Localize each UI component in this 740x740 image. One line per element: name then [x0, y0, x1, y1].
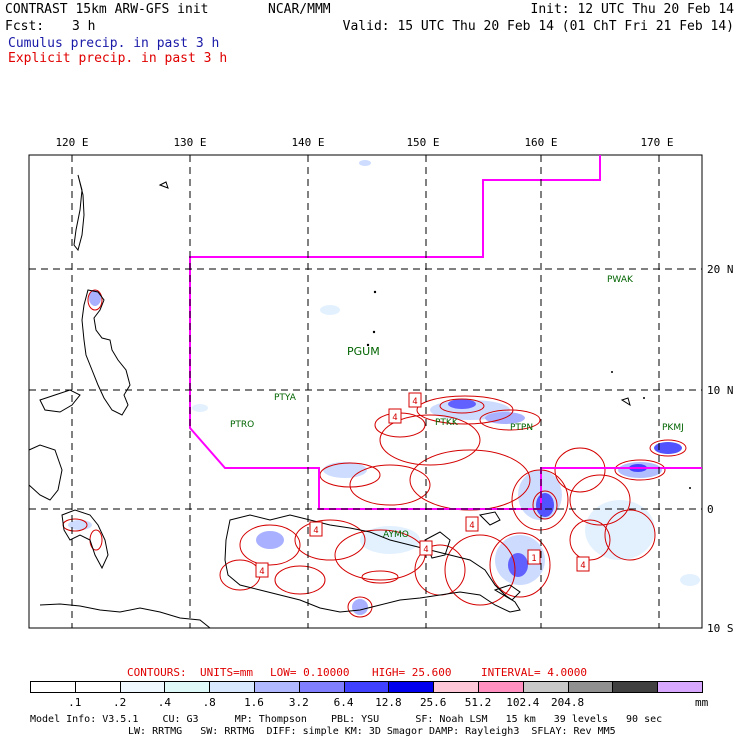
lon-label-150: 150 E: [406, 136, 439, 149]
contour-label: 4: [580, 561, 585, 571]
lon-label-160: 160 E: [524, 136, 557, 149]
station-pkmj: PKMJ: [662, 423, 684, 433]
colorbar-cell: [612, 681, 659, 693]
grid-lines: [29, 155, 702, 628]
lon-label-170: 170 E: [640, 136, 673, 149]
colorbar-tick-label: 102.4: [506, 696, 540, 709]
island-dots: [366, 290, 691, 489]
precip-shading: [68, 160, 700, 615]
colorbar-cell: [522, 681, 569, 693]
contour-label: 4: [412, 397, 417, 407]
colorbar-tick-label: 25.6: [419, 696, 447, 709]
colorbar-cell: [343, 681, 390, 693]
contours-low: LOW= 0.10000: [270, 666, 350, 679]
colorbar-tick-label: .1: [68, 696, 82, 709]
colorbar-tick-label: 12.8: [375, 696, 402, 709]
contour-label: 1: [531, 554, 536, 564]
station-ptro: PTRO: [230, 420, 254, 430]
map-title: CONTRAST 15km ARW-GFS init: [5, 2, 209, 17]
lon-label-120: 120 E: [55, 136, 88, 149]
legend-explicit: Explicit precip. in past 3 h: [8, 51, 228, 66]
colorbar-unit: mm: [695, 696, 709, 709]
contour-label: 4: [392, 413, 397, 423]
model-info-line2: LW: RRTMG SW: RRTMG DIFF: simple KM: 3D …: [128, 726, 616, 737]
colorbar-tick-label: 3.2: [288, 696, 309, 709]
contours-label: CONTOURS:: [127, 666, 187, 679]
colorbar-cell: [657, 681, 703, 693]
domain-boundary: [189, 155, 702, 510]
colorbar-cell: [209, 681, 255, 693]
colorbar-tick-label: .8: [202, 696, 216, 709]
colorbar-tick-label: .2: [112, 696, 127, 709]
colorbar-cell: [30, 681, 76, 693]
colorbar-cell: [478, 681, 524, 693]
contours-interval: INTERVAL= 4.0000: [481, 666, 587, 679]
map-frame: [28, 154, 703, 629]
contour-label: 4: [423, 545, 428, 555]
contour-label-boxes: [255, 392, 590, 578]
lon-label-130: 130 E: [173, 136, 206, 149]
colorbar-cell: [119, 681, 166, 693]
station-aymo: AYMO: [383, 530, 409, 540]
colorbar-tick-label: 6.4: [333, 696, 354, 709]
station-pwak: PWAK: [607, 275, 634, 285]
station-ptpn: PTPN: [510, 423, 533, 433]
lon-label-140: 140 E: [291, 136, 324, 149]
lat-label-10n: 10 N: [707, 384, 734, 397]
station-ptkk: PTKK: [435, 418, 459, 428]
contour-label: 4: [259, 567, 264, 577]
legend-cumulus: Cumulus precip. in past 3 h: [8, 36, 220, 51]
contour-label: 4: [313, 526, 318, 536]
organization: NCAR/MMM: [268, 2, 331, 17]
colorbar-tick-label: 51.2: [464, 696, 492, 709]
precip-contours: [62, 289, 687, 618]
colorbar-tick-label: 204.8: [551, 696, 585, 709]
colorbar-cell: [254, 681, 300, 693]
station-ptya: PTYA: [274, 393, 297, 403]
lat-label-0: 0: [707, 503, 714, 516]
lat-label-20n: 20 N: [707, 263, 734, 276]
contour-label: 4: [469, 521, 474, 531]
colorbar-cell: [298, 681, 345, 693]
colorbar-tick-label: .4: [157, 696, 172, 709]
model-info-line1: Model Info: V3.5.1 CU: G3 MP: Thompson P…: [30, 714, 663, 725]
valid-time: Valid: 15 UTC Thu 20 Feb 14 (01 ChT Fri …: [342, 19, 734, 34]
contours-high: HIGH= 25.600: [372, 666, 452, 679]
station-pgum: PGUM: [347, 345, 380, 358]
colorbar-cell: [74, 681, 121, 693]
colorbar-tick-label: 1.6: [244, 696, 264, 709]
init-time: Init: 12 UTC Thu 20 Feb 14: [530, 2, 735, 17]
forecast-label: Fcst:: [5, 19, 45, 34]
lat-label-10s: 10 S: [707, 622, 734, 635]
colorbar-cell: [567, 681, 614, 693]
colorbar-cell: [433, 681, 479, 693]
contours-units: UNITS=mm: [200, 666, 253, 679]
colorbar-cell: [164, 681, 211, 693]
colorbar-cell: [388, 681, 435, 693]
forecast-value: 3 h: [72, 19, 96, 34]
